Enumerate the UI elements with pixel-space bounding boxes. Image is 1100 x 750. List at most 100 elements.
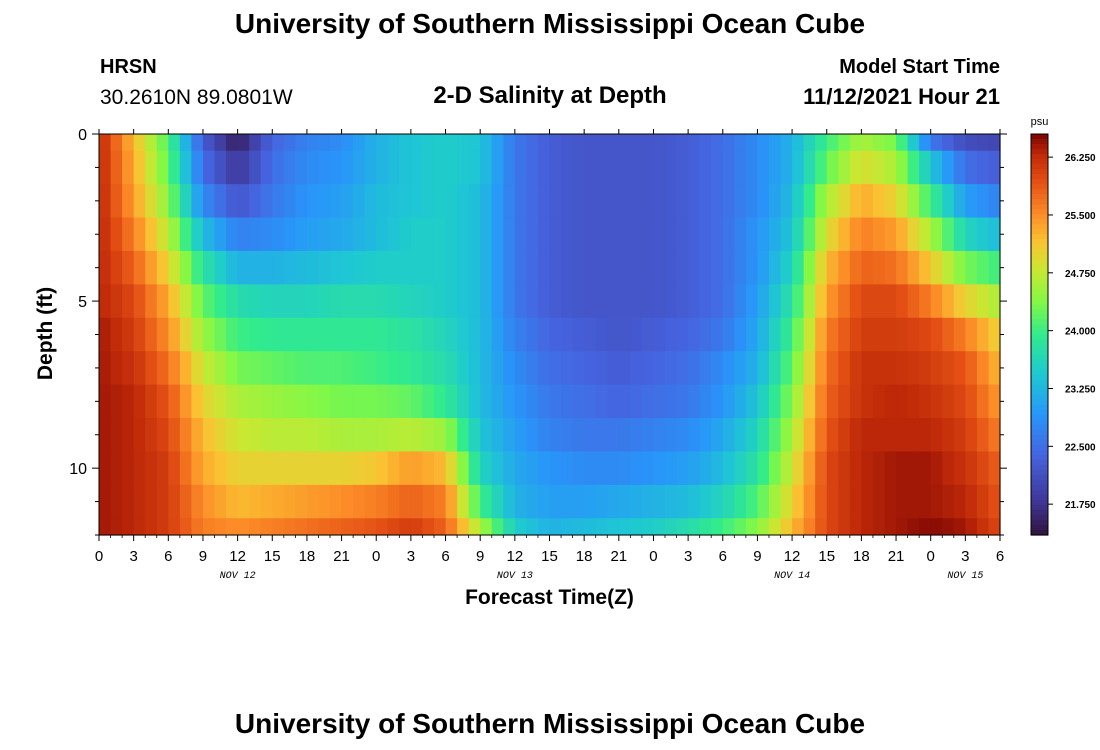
heatmap-cell <box>653 384 666 419</box>
heatmap-cell <box>514 134 527 152</box>
heatmap-cell <box>399 217 412 252</box>
heatmap-cell <box>561 518 574 536</box>
heatmap-cell <box>849 418 862 453</box>
heatmap-cell <box>260 351 273 386</box>
heatmap-cell <box>630 384 643 419</box>
heatmap-cell <box>133 284 146 319</box>
heatmap-cell <box>422 217 435 252</box>
heatmap-cell <box>942 184 955 219</box>
heatmap-cell <box>457 217 470 252</box>
heatmap-cell <box>803 418 816 453</box>
heatmap-cell <box>826 451 839 486</box>
heatmap-cell <box>376 217 389 252</box>
heatmap-cell <box>156 250 169 285</box>
heatmap-cell <box>838 150 851 185</box>
heatmap-cell <box>537 351 551 386</box>
colorbar-segment <box>1031 349 1048 356</box>
heatmap-cell <box>99 217 112 252</box>
heatmap-cell <box>768 351 782 386</box>
heatmap-cell <box>872 134 886 152</box>
heatmap-cell <box>202 351 216 386</box>
chart-subtitle: 2-D Salinity at Depth <box>433 82 667 109</box>
y-axis-label: Depth (ft) <box>34 287 57 380</box>
x-tick-label: 3 <box>684 548 692 565</box>
heatmap-cell <box>872 351 886 386</box>
heatmap-cell <box>457 150 470 185</box>
heatmap-cell <box>930 250 943 285</box>
heatmap-cell <box>734 284 747 319</box>
heatmap-cell <box>699 134 712 152</box>
heatmap-cell <box>838 134 851 152</box>
heatmap-cell <box>168 284 181 319</box>
heatmap-cell <box>514 518 527 536</box>
heatmap-cell <box>330 451 343 486</box>
heatmap-cell <box>480 134 493 152</box>
heatmap-cell <box>422 134 435 152</box>
heatmap-cell <box>942 384 955 419</box>
heatmap-cell <box>907 418 920 453</box>
colorbar-segment <box>1031 314 1048 321</box>
heatmap-cell <box>468 484 481 519</box>
heatmap-cell <box>734 418 747 453</box>
heatmap-cell <box>330 150 343 185</box>
heatmap-cell <box>907 518 920 536</box>
heatmap-cell <box>965 418 978 453</box>
colorbar-segment <box>1031 319 1048 326</box>
heatmap-cell <box>364 134 377 152</box>
heatmap-cell <box>953 250 966 285</box>
heatmap-cell <box>630 250 643 285</box>
x-tick-label: 18 <box>853 548 870 565</box>
heatmap-cell <box>468 217 481 252</box>
colorbar-segment <box>1031 294 1048 301</box>
heatmap-cell <box>792 184 805 219</box>
heatmap-cell <box>110 351 123 386</box>
heatmap-cell <box>572 384 585 419</box>
heatmap-cell <box>480 384 493 419</box>
heatmap-cell <box>191 317 204 352</box>
heatmap-cell <box>122 150 135 185</box>
colorbar-segment <box>1031 284 1048 290</box>
heatmap-cell <box>618 150 631 185</box>
heatmap-cell <box>907 184 920 219</box>
heatmap-cell <box>260 250 273 285</box>
x-tick-label: 12 <box>507 548 524 565</box>
heatmap-cell <box>237 184 250 219</box>
colorbar-segment <box>1031 229 1048 235</box>
heatmap-cell <box>896 184 909 219</box>
heatmap-cell <box>445 518 458 536</box>
colorbar-segment <box>1031 354 1048 361</box>
heatmap-cell <box>688 134 701 152</box>
heatmap-cell <box>803 351 816 386</box>
heatmap-cell <box>364 217 377 252</box>
heatmap-cell <box>907 384 920 419</box>
heatmap-cell <box>572 418 585 453</box>
heatmap-cell <box>295 518 308 536</box>
heatmap-cell <box>237 518 250 536</box>
heatmap-cell <box>953 518 966 536</box>
heatmap-cell <box>526 217 539 252</box>
heatmap-cell <box>457 317 470 352</box>
heatmap-cell <box>457 451 470 486</box>
heatmap-cell <box>976 250 990 285</box>
heatmap-cell <box>156 184 169 219</box>
heatmap-cell <box>191 134 204 152</box>
heatmap-cell <box>306 351 320 386</box>
heatmap-cell <box>872 418 886 453</box>
heatmap-cell <box>896 451 909 486</box>
heatmap-cell <box>907 250 920 285</box>
heatmap-cell <box>226 284 239 319</box>
heatmap-cell <box>433 134 447 152</box>
heatmap-cell <box>179 384 193 419</box>
heatmap-cell <box>618 250 631 285</box>
heatmap-cell <box>872 317 886 352</box>
heatmap-cell <box>491 451 504 486</box>
heatmap-cell <box>122 134 135 152</box>
heatmap-cell <box>561 284 574 319</box>
heatmap-cell <box>283 451 296 486</box>
colorbar-segment <box>1031 209 1048 215</box>
heatmap-cell <box>168 150 181 185</box>
heatmap-cell <box>757 484 770 519</box>
heatmap-cell <box>214 184 227 219</box>
heatmap-cell <box>156 284 169 319</box>
x-tick-label: 6 <box>441 548 449 565</box>
